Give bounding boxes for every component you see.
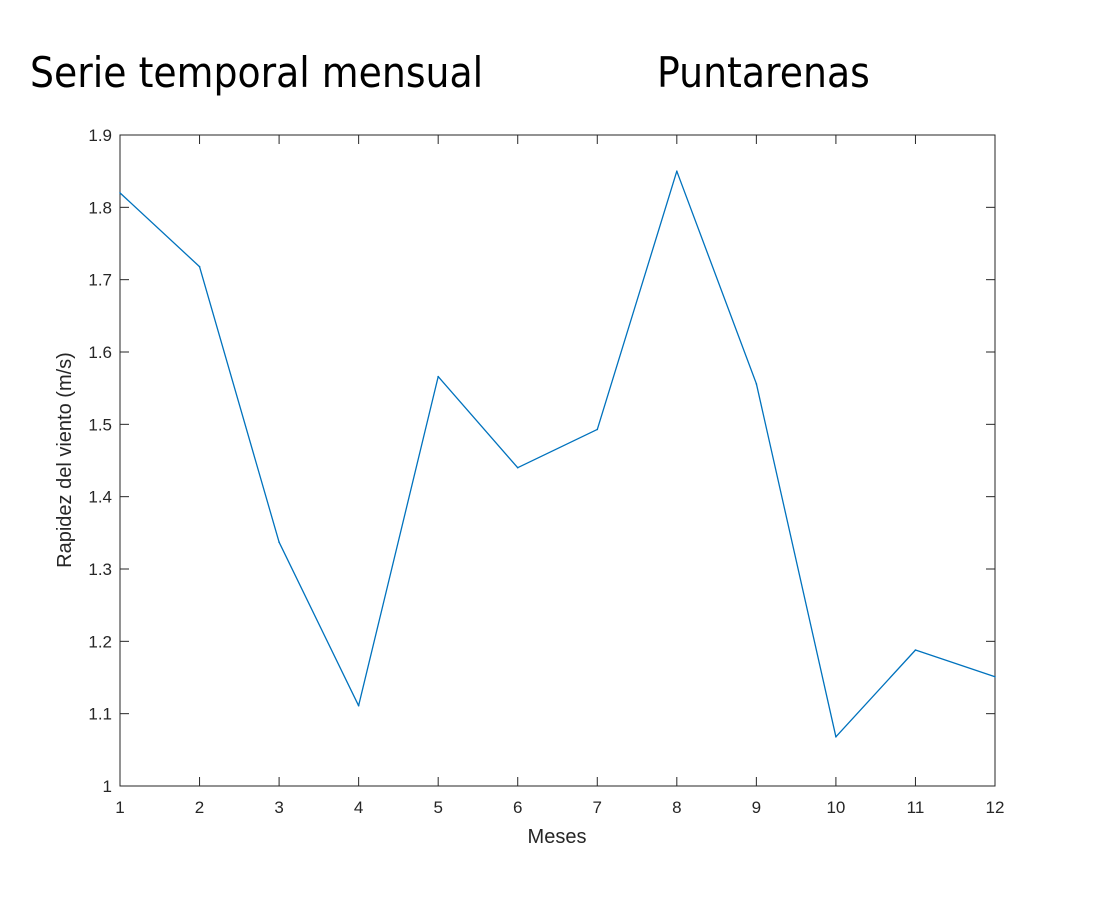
x-tick-label: 12 bbox=[986, 798, 1005, 817]
x-tick-label: 5 bbox=[433, 798, 442, 817]
x-tick-label: 1 bbox=[115, 798, 124, 817]
data-point bbox=[278, 541, 280, 544]
y-tick-label: 1.9 bbox=[88, 126, 112, 145]
x-tick-label: 2 bbox=[195, 798, 204, 817]
data-point bbox=[437, 375, 439, 378]
y-tick-label: 1.2 bbox=[88, 632, 112, 651]
x-tick-label: 7 bbox=[593, 798, 602, 817]
y-tick-label: 1.1 bbox=[88, 705, 112, 724]
y-tick-label: 1.7 bbox=[88, 271, 112, 290]
data-point bbox=[676, 170, 678, 172]
series-layer bbox=[119, 170, 996, 738]
series-line bbox=[119, 170, 996, 738]
x-axis-ticks: 1 2 3 4 5 6 7 8 9 10 11 12 bbox=[115, 135, 1004, 817]
x-tick-label: 10 bbox=[826, 798, 845, 817]
x-tick-label: 6 bbox=[513, 798, 522, 817]
y-tick-label: 1.3 bbox=[88, 560, 112, 579]
data-point bbox=[357, 704, 360, 707]
y-tick-label: 1 bbox=[103, 777, 112, 796]
y-tick-label: 1.6 bbox=[88, 343, 112, 362]
data-point bbox=[198, 265, 201, 268]
x-tick-label: 4 bbox=[354, 798, 363, 817]
data-point bbox=[119, 192, 121, 194]
data-point bbox=[835, 736, 837, 738]
x-tick-label: 3 bbox=[274, 798, 283, 817]
data-point bbox=[994, 675, 996, 678]
chart-title-left: Serie temporal mensual bbox=[30, 48, 484, 97]
data-point bbox=[755, 383, 758, 385]
data-point bbox=[914, 649, 917, 651]
x-tick-label: 11 bbox=[907, 798, 925, 817]
plot-area bbox=[119, 134, 996, 787]
x-tick-label: 9 bbox=[752, 798, 761, 817]
y-axis-label: Rapidez del viento (m/s) bbox=[54, 352, 76, 568]
x-tick-label: 8 bbox=[672, 798, 681, 817]
y-tick-label: 1.5 bbox=[88, 415, 112, 434]
y-axis-ticks: 1 1.1 1.2 1.3 1.4 1.5 1.6 1.7 1.8 1.9 bbox=[88, 126, 995, 796]
x-axis-label: Meses bbox=[528, 826, 587, 848]
data-point bbox=[516, 466, 519, 469]
y-tick-label: 1.8 bbox=[88, 198, 112, 217]
y-tick-label: 1.4 bbox=[88, 488, 112, 507]
chart-title-right: Puntarenas bbox=[657, 48, 870, 97]
data-point bbox=[596, 428, 599, 431]
